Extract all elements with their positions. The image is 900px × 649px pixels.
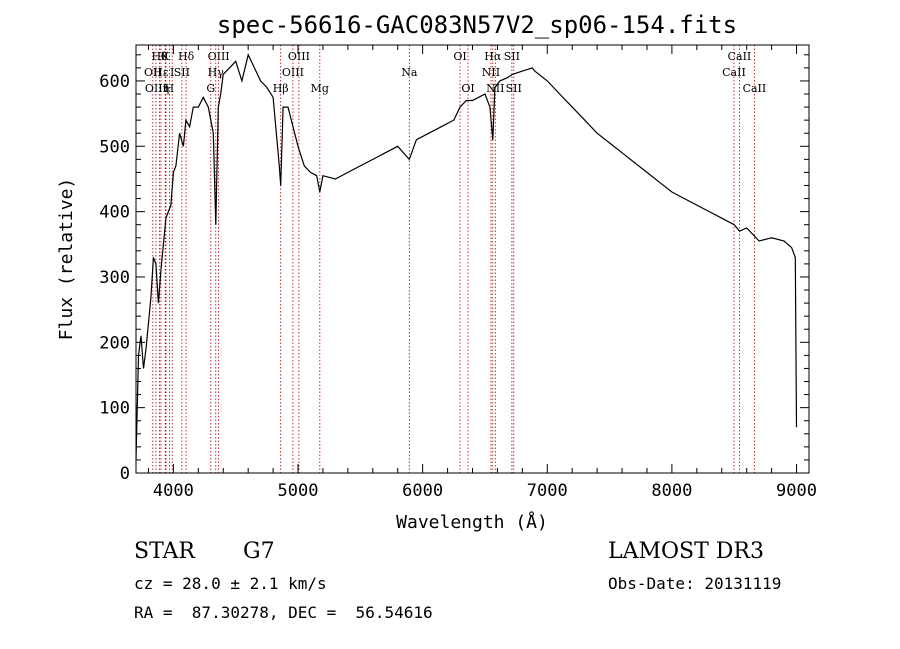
y-tick-label-6: 600 <box>99 72 130 92</box>
line-marker-label-24: SII <box>506 82 522 95</box>
line-marker-label-10: G <box>206 82 215 95</box>
line-marker-label-6: H <box>165 82 175 95</box>
line-marker-label-14: OIII <box>282 66 304 79</box>
x-tick-label-5: 9000 <box>776 481 817 501</box>
line-marker-label-15: OIII <box>288 50 310 63</box>
line-marker-label-11: Hγ <box>208 66 225 79</box>
spectral-line-markers <box>152 45 755 473</box>
y-tick-label-4: 400 <box>99 203 130 223</box>
line-marker-label-18: OI <box>453 50 466 63</box>
line-marker-label-1: OIII <box>145 82 167 95</box>
line-marker-label-4: K <box>161 50 170 63</box>
x-tick-label-3: 7000 <box>527 481 568 501</box>
redshift-velocity: cz = 28.0 ± 2.1 km/s <box>134 574 327 593</box>
line-marker-label-9: Hδ <box>178 50 195 63</box>
line-marker-label-27: CaII <box>743 82 767 95</box>
coordinates: RA = 87.30278, DEC = 56.54616 <box>134 603 433 622</box>
chart-title: spec-56616-GAC083N57V2_sp06-154.fits <box>217 11 737 39</box>
line-marker-label-3: Hε <box>153 66 169 79</box>
line-marker-label-7: I <box>170 66 174 79</box>
x-axis-ticks: 4000 5000 6000 7000 8000 9000 <box>147 45 817 501</box>
y-tick-label-5: 500 <box>99 137 130 157</box>
line-marker-label-21: Hα <box>484 50 502 63</box>
plot-frame <box>135 44 810 474</box>
line-marker-label-26: CaII <box>728 50 752 63</box>
y-axis-label: Flux (relative) <box>56 178 77 341</box>
line-marker-label-8: SII <box>174 66 190 79</box>
y-tick-label-1: 100 <box>99 399 130 419</box>
x-tick-label-1: 5000 <box>278 481 319 501</box>
line-marker-label-5: η <box>163 82 170 95</box>
object-subclass: G7 <box>243 539 275 564</box>
x-tick-label-0: 4000 <box>153 481 194 501</box>
y-tick-label-2: 200 <box>99 333 130 353</box>
spectrum-line <box>135 53 798 460</box>
x-tick-label-2: 6000 <box>402 481 443 501</box>
y-tick-label-0: 0 <box>120 464 130 484</box>
line-marker-label-16: Mg <box>311 82 329 95</box>
line-marker-label-19: OI <box>461 82 474 95</box>
line-marker-label-20: NII <box>482 66 500 79</box>
line-marker-label-25: CaII <box>722 66 746 79</box>
line-marker-label-13: Hβ <box>273 82 289 95</box>
object-class: STAR <box>134 539 195 564</box>
line-marker-label-2: Hθ <box>151 50 168 63</box>
y-axis-ticks: 0 100 200 300 400 500 600 <box>99 54 809 484</box>
y-tick-label-3: 300 <box>99 268 130 288</box>
line-marker-label-23: SII <box>504 50 520 63</box>
line-marker-label-0: OII <box>144 66 162 79</box>
line-marker-label-12: OIII <box>208 50 230 63</box>
x-tick-label-4: 8000 <box>651 481 692 501</box>
line-marker-label-17: Na <box>401 66 418 79</box>
x-axis-label: Wavelength (Å) <box>396 511 548 533</box>
survey-label: LAMOST DR3 <box>608 539 764 564</box>
observation-date: Obs-Date: 20131119 <box>608 574 782 593</box>
